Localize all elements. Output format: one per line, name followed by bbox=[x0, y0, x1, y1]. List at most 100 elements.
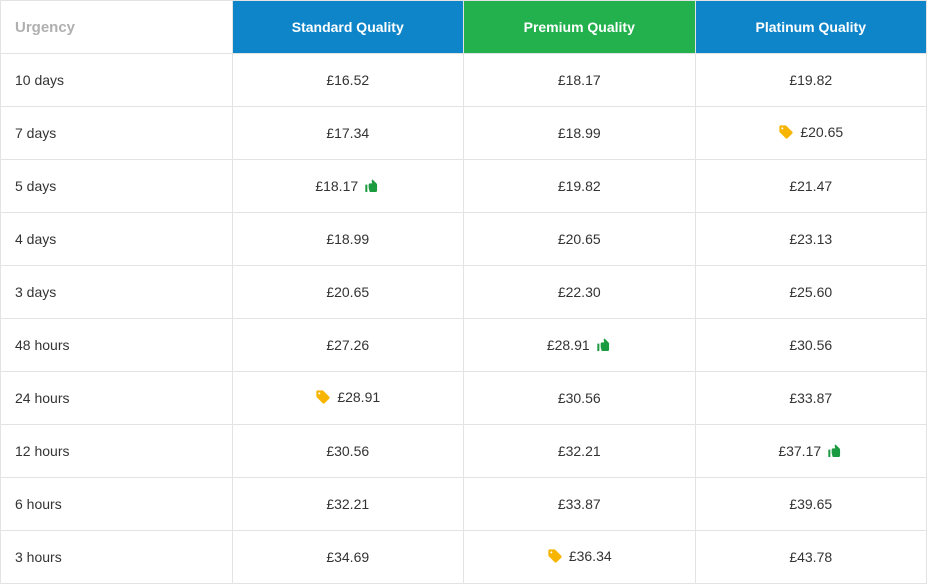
table-row: 7 days £17.34 £18.99 £20.65 bbox=[1, 107, 927, 160]
urgency-cell: 48 hours bbox=[1, 319, 233, 372]
price-cell-premium[interactable]: £28.91 bbox=[464, 319, 696, 372]
price-value: £17.34 bbox=[326, 125, 369, 141]
price-wrap: £43.78 bbox=[789, 549, 832, 565]
price-wrap: £18.17 bbox=[315, 178, 380, 194]
header-platinum-quality[interactable]: Platinum Quality bbox=[695, 1, 927, 54]
price-cell-premium[interactable]: £30.56 bbox=[464, 372, 696, 425]
tag-icon bbox=[547, 548, 563, 564]
price-wrap: £28.91 bbox=[315, 389, 380, 405]
pricing-table: Urgency Standard Quality Premium Quality… bbox=[0, 0, 927, 584]
price-value: £30.56 bbox=[326, 443, 369, 459]
urgency-cell: 3 days bbox=[1, 266, 233, 319]
price-wrap: £20.65 bbox=[326, 284, 369, 300]
price-wrap: £25.60 bbox=[789, 284, 832, 300]
price-wrap: £36.34 bbox=[547, 548, 612, 564]
price-cell-platinum[interactable]: £25.60 bbox=[695, 266, 927, 319]
price-value: £18.17 bbox=[315, 178, 358, 194]
price-value: £22.30 bbox=[558, 284, 601, 300]
price-wrap: £19.82 bbox=[558, 178, 601, 194]
price-cell-premium[interactable]: £32.21 bbox=[464, 425, 696, 478]
price-cell-standard[interactable]: £18.99 bbox=[232, 213, 464, 266]
urgency-cell: 6 hours bbox=[1, 478, 233, 531]
price-value: £18.99 bbox=[558, 125, 601, 141]
table-row: 24 hours £28.91 £30.56 £33.87 bbox=[1, 372, 927, 425]
price-wrap: £20.65 bbox=[778, 124, 843, 140]
price-wrap: £28.91 bbox=[547, 337, 612, 353]
price-cell-platinum[interactable]: £20.65 bbox=[695, 107, 927, 160]
price-wrap: £27.26 bbox=[326, 337, 369, 353]
price-cell-premium[interactable]: £18.17 bbox=[464, 54, 696, 107]
price-value: £32.21 bbox=[326, 496, 369, 512]
price-value: £28.91 bbox=[547, 337, 590, 353]
price-cell-platinum[interactable]: £43.78 bbox=[695, 531, 927, 584]
price-wrap: £33.87 bbox=[789, 390, 832, 406]
price-cell-standard[interactable]: £20.65 bbox=[232, 266, 464, 319]
price-wrap: £21.47 bbox=[789, 178, 832, 194]
header-urgency: Urgency bbox=[1, 1, 233, 54]
price-cell-platinum[interactable]: £33.87 bbox=[695, 372, 927, 425]
price-value: £16.52 bbox=[326, 72, 369, 88]
header-premium-quality[interactable]: Premium Quality bbox=[464, 1, 696, 54]
price-value: £18.99 bbox=[326, 231, 369, 247]
price-cell-standard[interactable]: £34.69 bbox=[232, 531, 464, 584]
urgency-cell: 7 days bbox=[1, 107, 233, 160]
price-wrap: £18.99 bbox=[326, 231, 369, 247]
price-wrap: £32.21 bbox=[326, 496, 369, 512]
table-row: 6 hours £32.21 £33.87 £39.65 bbox=[1, 478, 927, 531]
price-value: £19.82 bbox=[789, 72, 832, 88]
price-cell-standard[interactable]: £18.17 bbox=[232, 160, 464, 213]
table-row: 5 days £18.17 £19.82 £21.47 bbox=[1, 160, 927, 213]
price-cell-standard[interactable]: £32.21 bbox=[232, 478, 464, 531]
price-cell-premium[interactable]: £19.82 bbox=[464, 160, 696, 213]
thumbs-up-icon bbox=[827, 443, 843, 459]
price-value: £23.13 bbox=[789, 231, 832, 247]
price-wrap: £37.17 bbox=[778, 443, 843, 459]
price-cell-standard[interactable]: £16.52 bbox=[232, 54, 464, 107]
price-value: £30.56 bbox=[789, 337, 832, 353]
price-wrap: £22.30 bbox=[558, 284, 601, 300]
price-cell-standard[interactable]: £27.26 bbox=[232, 319, 464, 372]
price-cell-platinum[interactable]: £39.65 bbox=[695, 478, 927, 531]
price-cell-premium[interactable]: £22.30 bbox=[464, 266, 696, 319]
price-value: £43.78 bbox=[789, 549, 832, 565]
thumbs-up-icon bbox=[364, 178, 380, 194]
price-value: £21.47 bbox=[789, 178, 832, 194]
price-wrap: £33.87 bbox=[558, 496, 601, 512]
price-cell-premium[interactable]: £33.87 bbox=[464, 478, 696, 531]
urgency-cell: 5 days bbox=[1, 160, 233, 213]
price-value: £33.87 bbox=[789, 390, 832, 406]
price-cell-platinum[interactable]: £19.82 bbox=[695, 54, 927, 107]
price-value: £39.65 bbox=[789, 496, 832, 512]
price-cell-standard[interactable]: £17.34 bbox=[232, 107, 464, 160]
price-cell-platinum[interactable]: £23.13 bbox=[695, 213, 927, 266]
price-cell-premium[interactable]: £36.34 bbox=[464, 531, 696, 584]
price-cell-standard[interactable]: £28.91 bbox=[232, 372, 464, 425]
price-cell-platinum[interactable]: £30.56 bbox=[695, 319, 927, 372]
header-standard-quality[interactable]: Standard Quality bbox=[232, 1, 464, 54]
urgency-cell: 3 hours bbox=[1, 531, 233, 584]
price-cell-standard[interactable]: £30.56 bbox=[232, 425, 464, 478]
urgency-cell: 24 hours bbox=[1, 372, 233, 425]
price-cell-platinum[interactable]: £21.47 bbox=[695, 160, 927, 213]
price-value: £20.65 bbox=[800, 124, 843, 140]
price-value: £36.34 bbox=[569, 548, 612, 564]
price-wrap: £17.34 bbox=[326, 125, 369, 141]
table-row: 4 days £18.99 £20.65 £23.13 bbox=[1, 213, 927, 266]
price-cell-premium[interactable]: £18.99 bbox=[464, 107, 696, 160]
price-value: £19.82 bbox=[558, 178, 601, 194]
price-value: £32.21 bbox=[558, 443, 601, 459]
price-value: £18.17 bbox=[558, 72, 601, 88]
price-wrap: £30.56 bbox=[558, 390, 601, 406]
price-value: £27.26 bbox=[326, 337, 369, 353]
price-value: £34.69 bbox=[326, 549, 369, 565]
price-value: £20.65 bbox=[326, 284, 369, 300]
price-wrap: £23.13 bbox=[789, 231, 832, 247]
price-value: £30.56 bbox=[558, 390, 601, 406]
price-wrap: £32.21 bbox=[558, 443, 601, 459]
price-cell-platinum[interactable]: £37.17 bbox=[695, 425, 927, 478]
urgency-cell: 4 days bbox=[1, 213, 233, 266]
price-value: £37.17 bbox=[778, 443, 821, 459]
urgency-cell: 10 days bbox=[1, 54, 233, 107]
price-cell-premium[interactable]: £20.65 bbox=[464, 213, 696, 266]
price-wrap: £34.69 bbox=[326, 549, 369, 565]
